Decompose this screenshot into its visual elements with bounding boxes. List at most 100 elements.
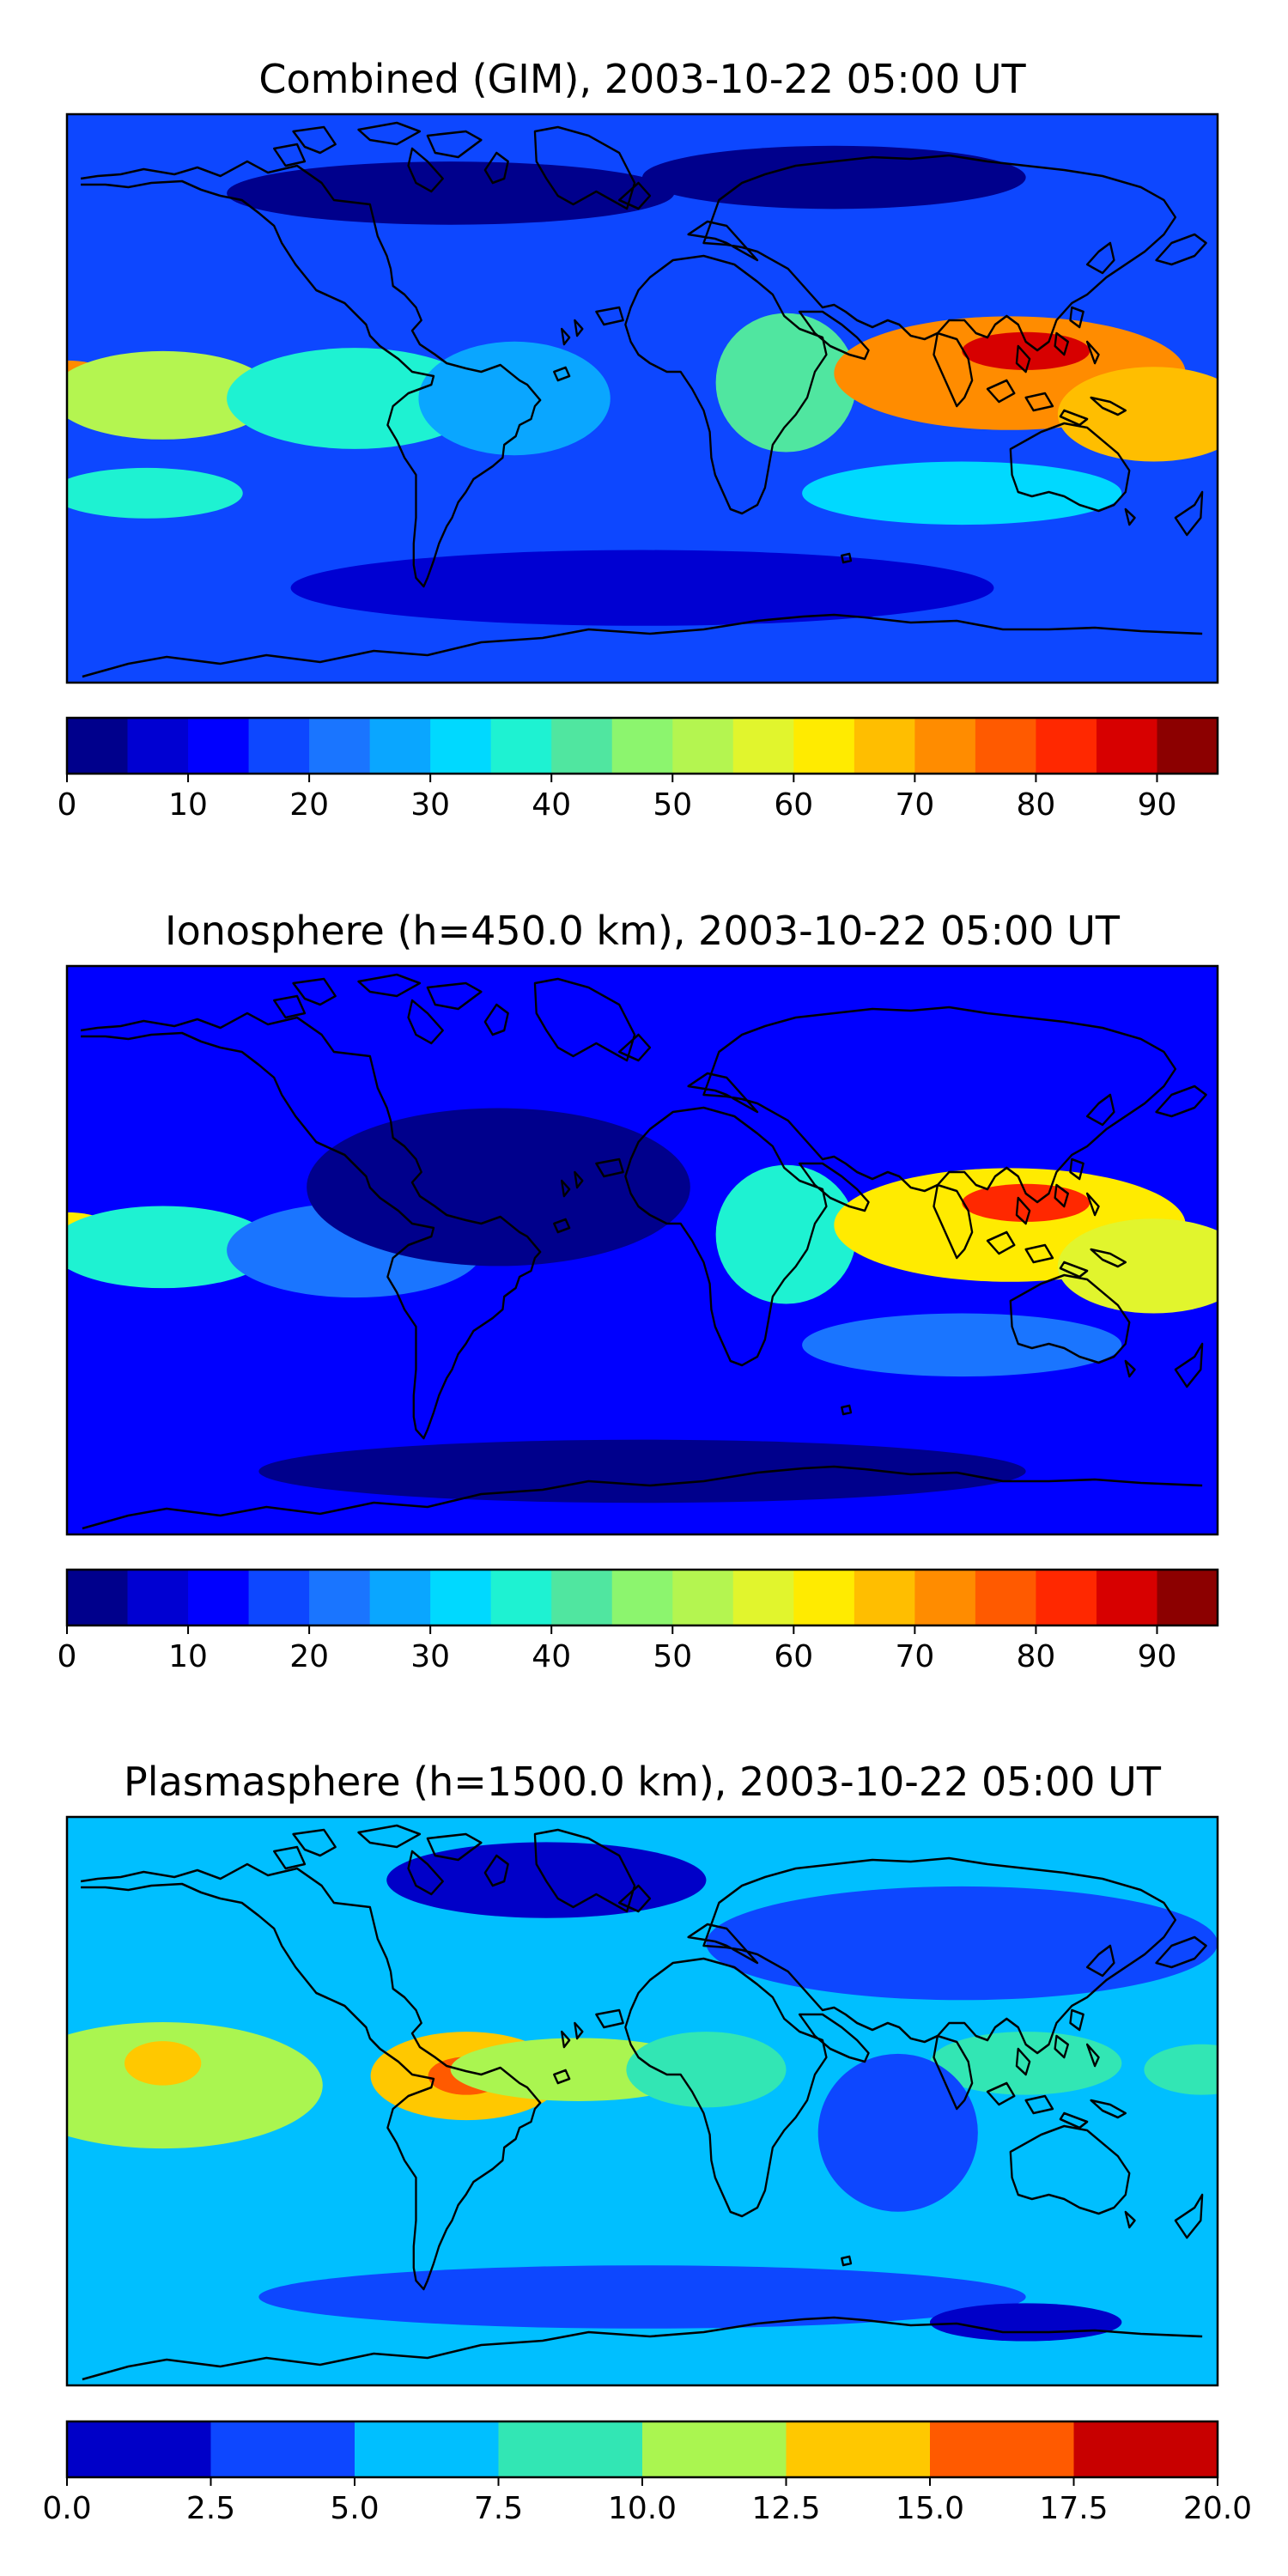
colorbar: 0.0 2.5 5.0 7.5 10.0 12.5 15.0 17.5 20.0	[42, 2420, 1252, 2526]
colorbar-segment	[732, 1570, 794, 1625]
colorbar-tick-label: 0	[58, 1639, 77, 1674]
colorbar-segment	[490, 1570, 552, 1625]
colorbar-tick-label: 60	[774, 1639, 813, 1674]
contour-region	[1057, 1218, 1218, 1314]
panel-title: Combined (GIM), 2003-10-22 05:00 UT	[258, 56, 1026, 102]
colorbar-segment	[611, 718, 673, 774]
colorbar-segment	[369, 718, 431, 774]
colorbar-segment	[793, 1570, 855, 1625]
contour-region	[706, 1886, 1218, 2001]
panel-title: Ionosphere (h=450.0 km), 2003-10-22 05:0…	[165, 908, 1121, 954]
colorbar-segment	[1073, 2421, 1218, 2477]
colorbar-segment	[309, 718, 371, 774]
contour-field	[67, 114, 1218, 683]
colorbar-segment	[248, 718, 310, 774]
colorbar-tick-label: 30	[410, 1639, 450, 1674]
colorbar-segment	[1096, 718, 1157, 774]
colorbar-segment	[127, 1570, 189, 1625]
colorbar-tick-label: 50	[653, 1639, 692, 1674]
colorbar-segment	[914, 1570, 976, 1625]
contour-region	[227, 161, 675, 225]
colorbar-segment	[551, 718, 613, 774]
colorbar-tick-label: 10	[168, 1639, 208, 1674]
colorbar: 0 10 20 30 40 50 60 70 80 90	[58, 716, 1219, 823]
colorbar-tick-label: 60	[774, 787, 813, 823]
colorbar-tick-label: 0	[58, 787, 77, 823]
colorbar-segment	[498, 2421, 643, 2477]
contour-region	[67, 350, 275, 440]
colorbar-frame	[65, 1568, 1219, 1627]
colorbar-tick-label: 17.5	[1039, 2491, 1108, 2526]
colorbar-segment	[1036, 1570, 1097, 1625]
chart-panel-3: Plasmasphere (h=1500.0 km), 2003-10-22 0…	[42, 1759, 1252, 2526]
colorbar-segment	[854, 1570, 915, 1625]
colorbar-segment	[127, 718, 189, 774]
colorbar-segment	[551, 1570, 613, 1625]
colorbar-tick-label: 20	[289, 787, 329, 823]
colorbar-tick-label: 10	[168, 787, 208, 823]
colorbar-segment	[1157, 718, 1218, 774]
colorbar-tick-label: 40	[532, 787, 571, 823]
contour-region	[125, 2041, 202, 2086]
colorbar-tick-label: 50	[653, 787, 692, 823]
colorbar: 0 10 20 30 40 50 60 70 80 90	[58, 1568, 1219, 1674]
colorbar-tick-label: 0.0	[42, 2491, 91, 2526]
colorbar-segment	[490, 718, 552, 774]
contour-region	[258, 1439, 1026, 1504]
colorbar-segment	[248, 1570, 310, 1625]
colorbar-tick-label: 2.5	[186, 2491, 235, 2526]
colorbar-segment	[430, 718, 492, 774]
colorbar-segment	[355, 2421, 499, 2477]
contour-region	[626, 2032, 787, 2108]
contour-region	[67, 467, 243, 519]
colorbar-tick-label: 20.0	[1183, 2491, 1252, 2526]
colorbar-segment	[67, 1570, 129, 1625]
colorbar-segment	[430, 1570, 492, 1625]
chart-panel-1: Combined (GIM), 2003-10-22 05:00 UT 0 10 20…	[58, 56, 1219, 823]
colorbar-segment	[975, 1570, 1036, 1625]
contour-region	[802, 1313, 1122, 1377]
contour-field	[67, 1817, 1218, 2385]
contour-region	[418, 341, 611, 456]
colorbar-segment	[1157, 1570, 1218, 1625]
contour-region	[802, 461, 1122, 526]
colorbar-frame	[65, 716, 1219, 775]
contour-region	[307, 1108, 690, 1267]
contour-region	[962, 1183, 1091, 1222]
contour-region	[817, 2053, 978, 2212]
colorbar-segment	[67, 2421, 211, 2477]
colorbar-tick-label: 7.5	[474, 2491, 523, 2526]
contour-region	[962, 331, 1091, 370]
chart-panel-2: Ionosphere (h=450.0 km), 2003-10-22 05:0…	[58, 908, 1219, 1674]
contour-region	[715, 1164, 857, 1304]
contour-region	[642, 145, 1026, 210]
colorbar-tick-label: 10.0	[608, 2491, 677, 2526]
colorbar-segment	[369, 1570, 431, 1625]
contour-region	[290, 550, 994, 626]
colorbar-segment	[1036, 718, 1097, 774]
colorbar-segment	[188, 718, 250, 774]
colorbar-tick-label: 40	[532, 1639, 571, 1674]
colorbar-segment	[793, 718, 855, 774]
colorbar-segment	[188, 1570, 250, 1625]
colorbar-segment	[210, 2421, 355, 2477]
contour-region	[930, 2032, 1122, 2095]
colorbar-tick-label: 15.0	[896, 2491, 964, 2526]
colorbar-segment	[309, 1570, 371, 1625]
colorbar-tick-label: 70	[895, 787, 934, 823]
colorbar-tick-label: 80	[1017, 787, 1056, 823]
colorbar-segment	[642, 2421, 787, 2477]
map-frame	[65, 112, 1219, 684]
colorbar-tick-label: 12.5	[751, 2491, 820, 2526]
colorbar-segment	[930, 2421, 1074, 2477]
colorbar-segment	[611, 1570, 673, 1625]
colorbar-tick-label: 90	[1138, 1639, 1177, 1674]
colorbar-tick-label: 90	[1138, 787, 1177, 823]
colorbar-segment	[672, 718, 734, 774]
contour-region	[715, 313, 857, 453]
colorbar-segment	[732, 718, 794, 774]
contour-region	[1057, 367, 1218, 462]
colorbar-segment	[1096, 1570, 1157, 1625]
contour-region	[930, 2303, 1122, 2342]
